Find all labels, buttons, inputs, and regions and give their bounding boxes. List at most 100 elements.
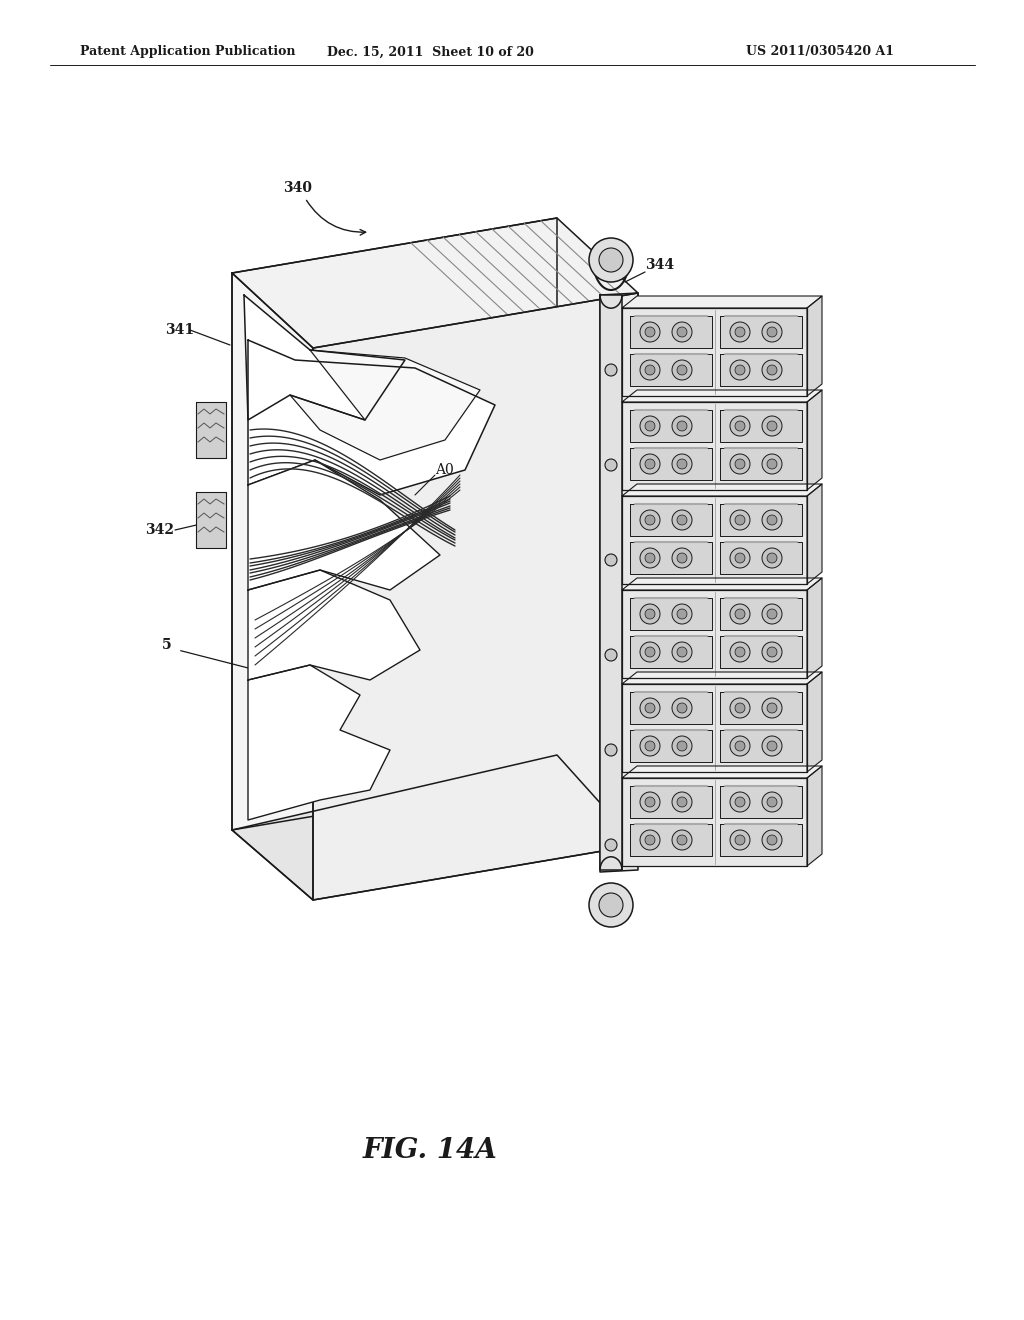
Circle shape bbox=[767, 797, 777, 807]
Circle shape bbox=[677, 327, 687, 337]
Circle shape bbox=[645, 836, 655, 845]
Text: 340: 340 bbox=[283, 181, 312, 195]
Circle shape bbox=[605, 554, 617, 566]
Polygon shape bbox=[248, 459, 440, 590]
Circle shape bbox=[730, 510, 750, 531]
Circle shape bbox=[762, 548, 782, 568]
Circle shape bbox=[640, 830, 660, 850]
Polygon shape bbox=[630, 504, 712, 536]
Polygon shape bbox=[630, 411, 712, 442]
Circle shape bbox=[730, 698, 750, 718]
Polygon shape bbox=[232, 755, 638, 900]
Polygon shape bbox=[720, 785, 802, 818]
Circle shape bbox=[640, 737, 660, 756]
Polygon shape bbox=[622, 766, 822, 777]
Circle shape bbox=[645, 647, 655, 657]
Polygon shape bbox=[807, 766, 822, 866]
Circle shape bbox=[762, 737, 782, 756]
Polygon shape bbox=[630, 730, 712, 762]
Circle shape bbox=[677, 609, 687, 619]
Circle shape bbox=[640, 642, 660, 663]
Circle shape bbox=[640, 792, 660, 812]
Polygon shape bbox=[807, 672, 822, 772]
Circle shape bbox=[672, 605, 692, 624]
Circle shape bbox=[672, 830, 692, 850]
Polygon shape bbox=[290, 350, 480, 459]
Text: FIG. 14A: FIG. 14A bbox=[362, 1137, 498, 1163]
Text: Patent Application Publication: Patent Application Publication bbox=[80, 45, 296, 58]
Circle shape bbox=[762, 510, 782, 531]
Polygon shape bbox=[630, 824, 712, 855]
Circle shape bbox=[767, 327, 777, 337]
Text: 5: 5 bbox=[162, 638, 172, 652]
Circle shape bbox=[677, 366, 687, 375]
Circle shape bbox=[605, 744, 617, 756]
Circle shape bbox=[730, 416, 750, 436]
Polygon shape bbox=[232, 273, 313, 900]
Circle shape bbox=[735, 553, 745, 564]
Circle shape bbox=[677, 459, 687, 469]
Polygon shape bbox=[720, 447, 802, 480]
Circle shape bbox=[762, 642, 782, 663]
Circle shape bbox=[735, 836, 745, 845]
Circle shape bbox=[730, 830, 750, 850]
Polygon shape bbox=[232, 218, 638, 348]
Text: 343: 343 bbox=[700, 298, 729, 312]
Text: A0: A0 bbox=[435, 463, 454, 477]
Circle shape bbox=[640, 416, 660, 436]
Circle shape bbox=[730, 548, 750, 568]
Polygon shape bbox=[720, 598, 802, 630]
Polygon shape bbox=[196, 403, 226, 458]
Polygon shape bbox=[630, 315, 712, 348]
Circle shape bbox=[767, 609, 777, 619]
Circle shape bbox=[672, 416, 692, 436]
Circle shape bbox=[645, 515, 655, 525]
Circle shape bbox=[735, 421, 745, 432]
Circle shape bbox=[730, 322, 750, 342]
Polygon shape bbox=[630, 785, 712, 818]
Circle shape bbox=[735, 459, 745, 469]
Circle shape bbox=[605, 649, 617, 661]
Circle shape bbox=[730, 642, 750, 663]
Circle shape bbox=[672, 510, 692, 531]
Text: 341: 341 bbox=[165, 323, 195, 337]
Circle shape bbox=[589, 883, 633, 927]
Circle shape bbox=[767, 836, 777, 845]
Polygon shape bbox=[630, 543, 712, 574]
Circle shape bbox=[767, 366, 777, 375]
Polygon shape bbox=[196, 492, 226, 548]
Polygon shape bbox=[720, 543, 802, 574]
Circle shape bbox=[605, 459, 617, 471]
Circle shape bbox=[645, 366, 655, 375]
Circle shape bbox=[677, 741, 687, 751]
Circle shape bbox=[762, 605, 782, 624]
Polygon shape bbox=[600, 293, 638, 873]
Circle shape bbox=[730, 737, 750, 756]
Circle shape bbox=[735, 741, 745, 751]
Polygon shape bbox=[720, 504, 802, 536]
Text: 344: 344 bbox=[645, 257, 674, 272]
Polygon shape bbox=[313, 293, 638, 900]
Polygon shape bbox=[807, 578, 822, 678]
Polygon shape bbox=[622, 496, 807, 583]
Polygon shape bbox=[622, 484, 822, 496]
Circle shape bbox=[767, 553, 777, 564]
Circle shape bbox=[677, 836, 687, 845]
Polygon shape bbox=[720, 315, 802, 348]
Polygon shape bbox=[622, 389, 822, 403]
Circle shape bbox=[605, 364, 617, 376]
Polygon shape bbox=[622, 308, 807, 396]
Circle shape bbox=[762, 698, 782, 718]
Circle shape bbox=[645, 704, 655, 713]
Circle shape bbox=[767, 459, 777, 469]
Text: US 2011/0305420 A1: US 2011/0305420 A1 bbox=[746, 45, 894, 58]
Polygon shape bbox=[720, 692, 802, 723]
Circle shape bbox=[672, 737, 692, 756]
Circle shape bbox=[677, 797, 687, 807]
Circle shape bbox=[589, 238, 633, 282]
Circle shape bbox=[645, 327, 655, 337]
Text: Dec. 15, 2011  Sheet 10 of 20: Dec. 15, 2011 Sheet 10 of 20 bbox=[327, 45, 534, 58]
Polygon shape bbox=[622, 296, 822, 308]
Polygon shape bbox=[630, 354, 712, 385]
Polygon shape bbox=[622, 777, 807, 866]
